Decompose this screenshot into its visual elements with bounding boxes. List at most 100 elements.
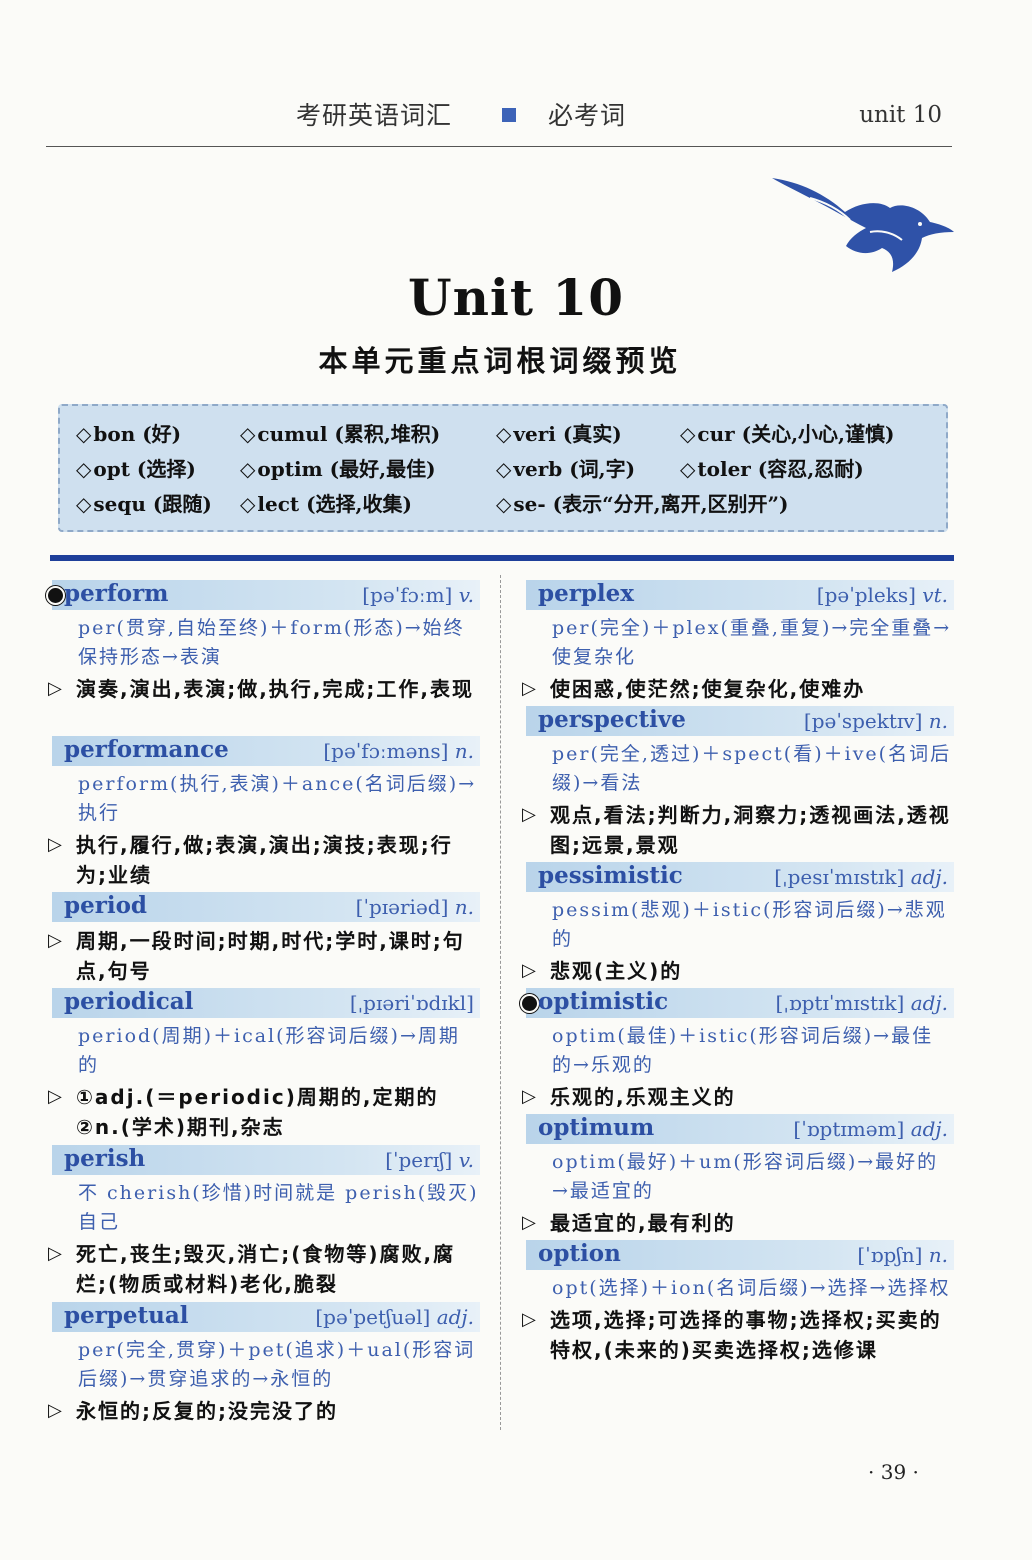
- definition: ▷ 执行,履行,做;表演,演出;演技;表现;行为;业绩: [48, 830, 480, 890]
- definition: ▷ 使困惑,使茫然;使复杂化,使难办: [522, 674, 954, 704]
- headword: perish: [64, 1145, 146, 1172]
- definition: ▷ ①adj.(＝periodic)周期的,定期的 ②n.(学术)期刊,杂志: [48, 1082, 480, 1142]
- entry-option: option [ˈɒpʃn] n. opt(选择)＋ion(名词后缀)→选择→选…: [522, 1240, 954, 1365]
- entry-head: pessimistic [ˌpesɪˈmɪstɪk] adj.: [526, 862, 954, 892]
- pronunciation: [ˈɒptɪməm] adj.: [793, 1117, 948, 1141]
- unit-subtitle: 本单元重点词根词缀预览: [318, 344, 682, 378]
- entry-performance: performance [pəˈfɔːməns] n. perform(执行,表…: [48, 736, 480, 890]
- triangle-bullet-icon: ▷: [48, 930, 64, 951]
- entry-head: performance [pəˈfɔːməns] n.: [52, 736, 480, 766]
- pronunciation: [pəˈpleks] vt.: [816, 583, 948, 607]
- etymology: perform(执行,表演)＋ance(名词后缀)→执行: [78, 773, 477, 824]
- root-item: ◇ cumul (累积,堆积): [240, 422, 441, 446]
- entry-optimistic: optimistic [ˌɒptɪˈmɪstɪk] adj. optim(最佳)…: [520, 988, 954, 1112]
- root-item: ◇ opt (选择): [76, 457, 196, 481]
- root-item: ◇ bon (好): [76, 422, 182, 446]
- entry-perform: perform [pəˈfɔːm] v. per(贯穿,自始至终)＋form(形…: [46, 580, 480, 704]
- section-divider: [50, 555, 954, 561]
- entry-perish: perish [ˈperɪʃ] v. 不 cherish(珍惜)时间就是 per…: [48, 1145, 480, 1299]
- pronunciation: [pəˈpetʃuəl] adj.: [315, 1305, 474, 1329]
- pronunciation: [pəˈspektɪv] n.: [803, 709, 948, 733]
- headword: periodical: [64, 988, 194, 1015]
- triangle-bullet-icon: ▷: [522, 960, 538, 981]
- definition: ▷ 周期,一段时间;时期,时代;学时,课时;句点,句号: [48, 926, 480, 986]
- triangle-bullet-icon: ▷: [48, 834, 64, 855]
- running-head: 考研英语词汇 必考词 unit 10: [0, 96, 1032, 136]
- etymology: per(完全)＋plex(重叠,重复)→完全重叠→使复杂化: [552, 617, 952, 668]
- entry-optimum: optimum [ˈɒptɪməm] adj. optim(最好)＋um(形容词…: [522, 1114, 954, 1238]
- etymology: period(周期)＋ical(形容词后缀)→周期的: [78, 1025, 460, 1076]
- diamond-icon: ◇: [240, 492, 256, 516]
- headword: option: [538, 1240, 621, 1267]
- book-title: 考研英语词汇: [296, 101, 453, 130]
- definition: ▷ 演奏,演出,表演;做,执行,完成;工作,表现: [48, 674, 480, 704]
- definition: ▷ 乐观的,乐观主义的: [522, 1082, 954, 1112]
- entry-perspective: perspective [pəˈspektɪv] n. per(完全,透过)＋s…: [522, 706, 954, 860]
- triangle-bullet-icon: ▷: [48, 1086, 64, 1107]
- entry-head: perpetual [pəˈpetʃuəl] adj.: [52, 1302, 480, 1332]
- headword: optimum: [538, 1114, 655, 1141]
- pronunciation: [ˈperɪʃ] v.: [385, 1148, 474, 1172]
- definition: ▷ 最适宜的,最有利的: [522, 1208, 954, 1238]
- pronunciation: [pəˈfɔːməns] n.: [323, 739, 474, 763]
- entry-period: period [ˈpɪəriəd] n. ▷ 周期,一段时间;时期,时代;学时,课…: [48, 892, 480, 986]
- entry-periodical: periodical [ˌpɪəriˈɒdɪkl] period(周期)＋ica…: [48, 988, 480, 1142]
- column-divider: [500, 575, 501, 1430]
- headword: perform: [64, 580, 169, 607]
- square-bullet-icon: [502, 108, 516, 122]
- diamond-icon: ◇: [76, 422, 92, 446]
- pronunciation: [ˌpesɪˈmɪstɪk] adj.: [774, 865, 948, 889]
- pronunciation: [ˌɒptɪˈmɪstɪk] adj.: [775, 991, 948, 1015]
- header-divider: [46, 146, 952, 147]
- etymology: 不 cherish(珍惜)时间就是 perish(毁灭)自己: [78, 1182, 479, 1233]
- diamond-icon: ◇: [76, 457, 92, 481]
- headword: optimistic: [538, 988, 669, 1015]
- triangle-bullet-icon: ▷: [522, 804, 538, 825]
- section-title: 必考词: [548, 101, 627, 130]
- etymology: per(贯穿,自始至终)＋form(形态)→始终保持形态→表演: [78, 617, 465, 668]
- entry-head: perspective [pəˈspektɪv] n.: [526, 706, 954, 736]
- entry-head: optimum [ˈɒptɪməm] adj.: [526, 1114, 954, 1144]
- diamond-icon: ◇: [240, 422, 256, 446]
- pronunciation: [pəˈfɔːm] v.: [362, 583, 474, 607]
- key-word-dot-icon: [520, 994, 539, 1013]
- triangle-bullet-icon: ▷: [48, 678, 64, 699]
- entry-head: periodical [ˌpɪəriˈɒdɪkl]: [52, 988, 480, 1018]
- entry-perplex: perplex [pəˈpleks] vt. per(完全)＋plex(重叠,重…: [522, 580, 954, 704]
- headword: period: [64, 892, 147, 919]
- triangle-bullet-icon: ▷: [48, 1243, 64, 1264]
- key-word-dot-icon: [46, 586, 65, 605]
- diamond-icon: ◇: [680, 422, 696, 446]
- diamond-icon: ◇: [496, 457, 512, 481]
- definition: ▷ 死亡,丧生;毁灭,消亡;(食物等)腐败,腐烂;(物质或材料)老化,脆裂: [48, 1239, 480, 1299]
- etymology: opt(选择)＋ion(名词后缀)→选择→选择权: [552, 1277, 951, 1299]
- root-item: ◇ toler (容忍,忍耐): [680, 457, 864, 481]
- pronunciation: [ˌpɪəriˈɒdɪkl]: [349, 991, 474, 1015]
- root-item: ◇ se- (表示“分开,离开,区别开”): [496, 492, 789, 516]
- triangle-bullet-icon: ▷: [522, 1309, 538, 1330]
- root-item: ◇ sequ (跟随): [76, 492, 212, 516]
- diamond-icon: ◇: [680, 457, 696, 481]
- diamond-icon: ◇: [496, 422, 512, 446]
- definition: ▷ 永恒的;反复的;没完没了的: [48, 1396, 480, 1426]
- entry-head: optimistic [ˌɒptɪˈmɪstɪk] adj.: [520, 988, 954, 1018]
- pronunciation: [ˈpɪəriəd] n.: [355, 895, 474, 919]
- root-item: ◇ veri (真实): [496, 422, 622, 446]
- headword: perplex: [538, 580, 634, 607]
- entry-head: perish [ˈperɪʃ] v.: [52, 1145, 480, 1175]
- triangle-bullet-icon: ▷: [522, 1086, 538, 1107]
- diamond-icon: ◇: [496, 492, 512, 516]
- roots-preview-box: ◇ bon (好) ◇ cumul (累积,堆积) ◇ veri (真实) ◇ cur …: [58, 404, 948, 532]
- etymology: per(完全,透过)＋spect(看)＋ive(名词后缀)→看法: [552, 743, 952, 794]
- definition: ▷ 悲观(主义)的: [522, 956, 954, 986]
- headword: performance: [64, 736, 229, 763]
- triangle-bullet-icon: ▷: [522, 678, 538, 699]
- root-item: ◇ optim (最好,最佳): [240, 457, 436, 481]
- page-number: · 39 ·: [868, 1460, 919, 1484]
- diamond-icon: ◇: [76, 492, 92, 516]
- diamond-icon: ◇: [240, 457, 256, 481]
- root-item: ◇ lect (选择,收集): [240, 492, 412, 516]
- triangle-bullet-icon: ▷: [48, 1400, 64, 1421]
- etymology: optim(最佳)＋istic(形容词后缀)→最佳的→乐观的: [552, 1025, 934, 1076]
